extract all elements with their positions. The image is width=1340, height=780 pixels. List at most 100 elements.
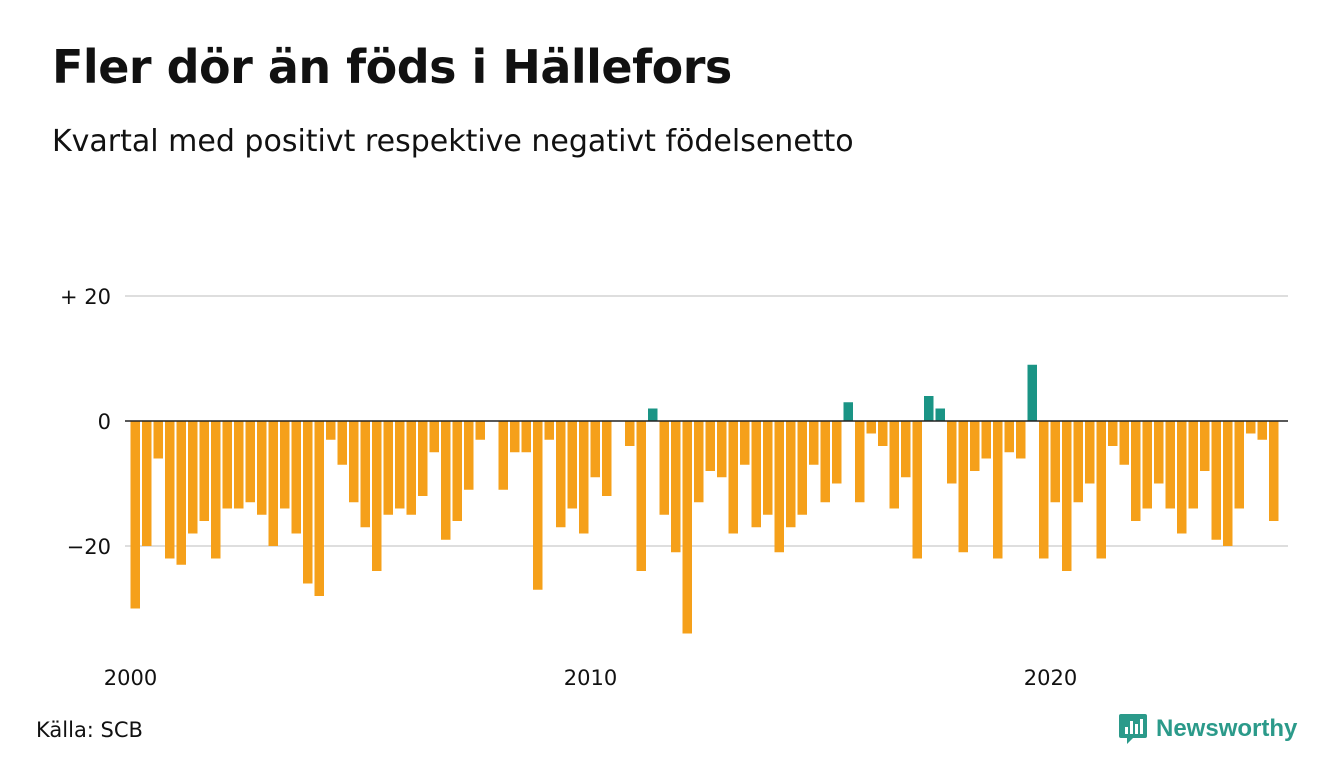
bar-negative	[740, 421, 750, 465]
bar-negative	[510, 421, 520, 453]
bar-positive	[935, 408, 945, 421]
bar-negative	[314, 421, 324, 596]
bar-negative	[567, 421, 577, 509]
bar-negative	[774, 421, 784, 553]
bar-negative	[556, 421, 566, 528]
bar-negative	[395, 421, 405, 509]
y-axis-labels: + 20 0 −20	[60, 285, 111, 559]
bar-positive	[1027, 364, 1037, 421]
bar-negative	[659, 421, 669, 515]
bar-negative	[1200, 421, 1210, 471]
bar-negative	[1154, 421, 1164, 484]
bar-negative	[1131, 421, 1141, 521]
bar-negative	[441, 421, 451, 540]
bar-negative	[1085, 421, 1095, 484]
bar-negative	[590, 421, 600, 478]
bar-negative	[981, 421, 991, 459]
bar-negative	[912, 421, 922, 559]
bar-negative	[970, 421, 980, 471]
bar-negative	[418, 421, 428, 496]
bar-negative	[878, 421, 888, 446]
bar-negative	[360, 421, 370, 528]
bar-negative	[1050, 421, 1060, 503]
bar-negative	[130, 421, 140, 609]
brand-name: Newsworthy	[1156, 715, 1298, 742]
bar-chart: + 20 0 −20 2000 2010 2020	[60, 285, 1288, 690]
bar-negative	[199, 421, 209, 521]
bar-negative	[372, 421, 382, 571]
bar-negative	[671, 421, 681, 553]
y-tick-label: + 20	[60, 285, 111, 309]
newsworthy-icon	[1119, 714, 1147, 744]
bar-negative	[429, 421, 439, 453]
bar-negative	[211, 421, 221, 559]
bar-negative	[498, 421, 508, 490]
bar-negative	[475, 421, 485, 440]
bar-negative	[855, 421, 865, 503]
chart-title: Fler dör än föds i Hällefors	[52, 40, 732, 94]
bar-negative	[326, 421, 336, 440]
bar-negative	[1016, 421, 1026, 459]
bar-negative	[751, 421, 761, 528]
bar-negative	[797, 421, 807, 515]
bar-positive	[843, 402, 853, 421]
bar-negative	[1165, 421, 1175, 509]
bar-negative	[533, 421, 543, 590]
bar-negative	[165, 421, 175, 559]
bar-negative	[222, 421, 232, 509]
bar-negative	[303, 421, 313, 584]
bar-negative	[705, 421, 715, 471]
bar-negative	[682, 421, 692, 634]
bar-negative	[786, 421, 796, 528]
bar-negative	[188, 421, 198, 534]
bar-negative	[464, 421, 474, 490]
bar-negative	[866, 421, 876, 434]
bar-negative	[1119, 421, 1129, 465]
bar-negative	[544, 421, 554, 440]
bar-negative	[383, 421, 393, 515]
bar-positive	[648, 408, 658, 421]
bar-negative	[820, 421, 830, 503]
bar-negative	[901, 421, 911, 478]
bar-negative	[245, 421, 255, 503]
bar-negative	[291, 421, 301, 534]
bar-negative	[1108, 421, 1118, 446]
bar-negative	[1039, 421, 1049, 559]
bar-negative	[1223, 421, 1233, 546]
newsworthy-logo[interactable]: Newsworthy	[1118, 712, 1297, 746]
x-tick-label: 2020	[1024, 666, 1077, 690]
bars	[130, 364, 1279, 634]
bar-negative	[1142, 421, 1152, 509]
bar-negative	[694, 421, 704, 503]
bar-negative	[947, 421, 957, 484]
bar-negative	[153, 421, 163, 459]
bar-negative	[349, 421, 359, 503]
bar-negative	[521, 421, 531, 453]
bar-negative	[1177, 421, 1187, 534]
bar-negative	[889, 421, 899, 509]
bar-negative	[763, 421, 773, 515]
bar-negative	[176, 421, 186, 565]
bar-negative	[636, 421, 646, 571]
bar-negative	[406, 421, 416, 515]
bar-negative	[993, 421, 1003, 559]
bar-negative	[1257, 421, 1267, 440]
bar-negative	[602, 421, 612, 496]
bar-negative	[452, 421, 462, 521]
bar-negative	[728, 421, 738, 534]
bar-negative	[1062, 421, 1072, 571]
bar-negative	[579, 421, 589, 534]
bar-negative	[257, 421, 267, 515]
x-tick-label: 2000	[104, 666, 157, 690]
bar-negative	[337, 421, 347, 465]
bar-negative	[1188, 421, 1198, 509]
bar-negative	[1246, 421, 1256, 434]
bar-negative	[142, 421, 152, 546]
x-axis-labels: 2000 2010 2020	[104, 666, 1077, 690]
bar-negative	[1073, 421, 1083, 503]
bar-positive	[924, 396, 934, 421]
x-tick-label: 2010	[564, 666, 617, 690]
bar-negative	[1234, 421, 1244, 509]
bar-negative	[1004, 421, 1014, 453]
bar-negative	[832, 421, 842, 484]
